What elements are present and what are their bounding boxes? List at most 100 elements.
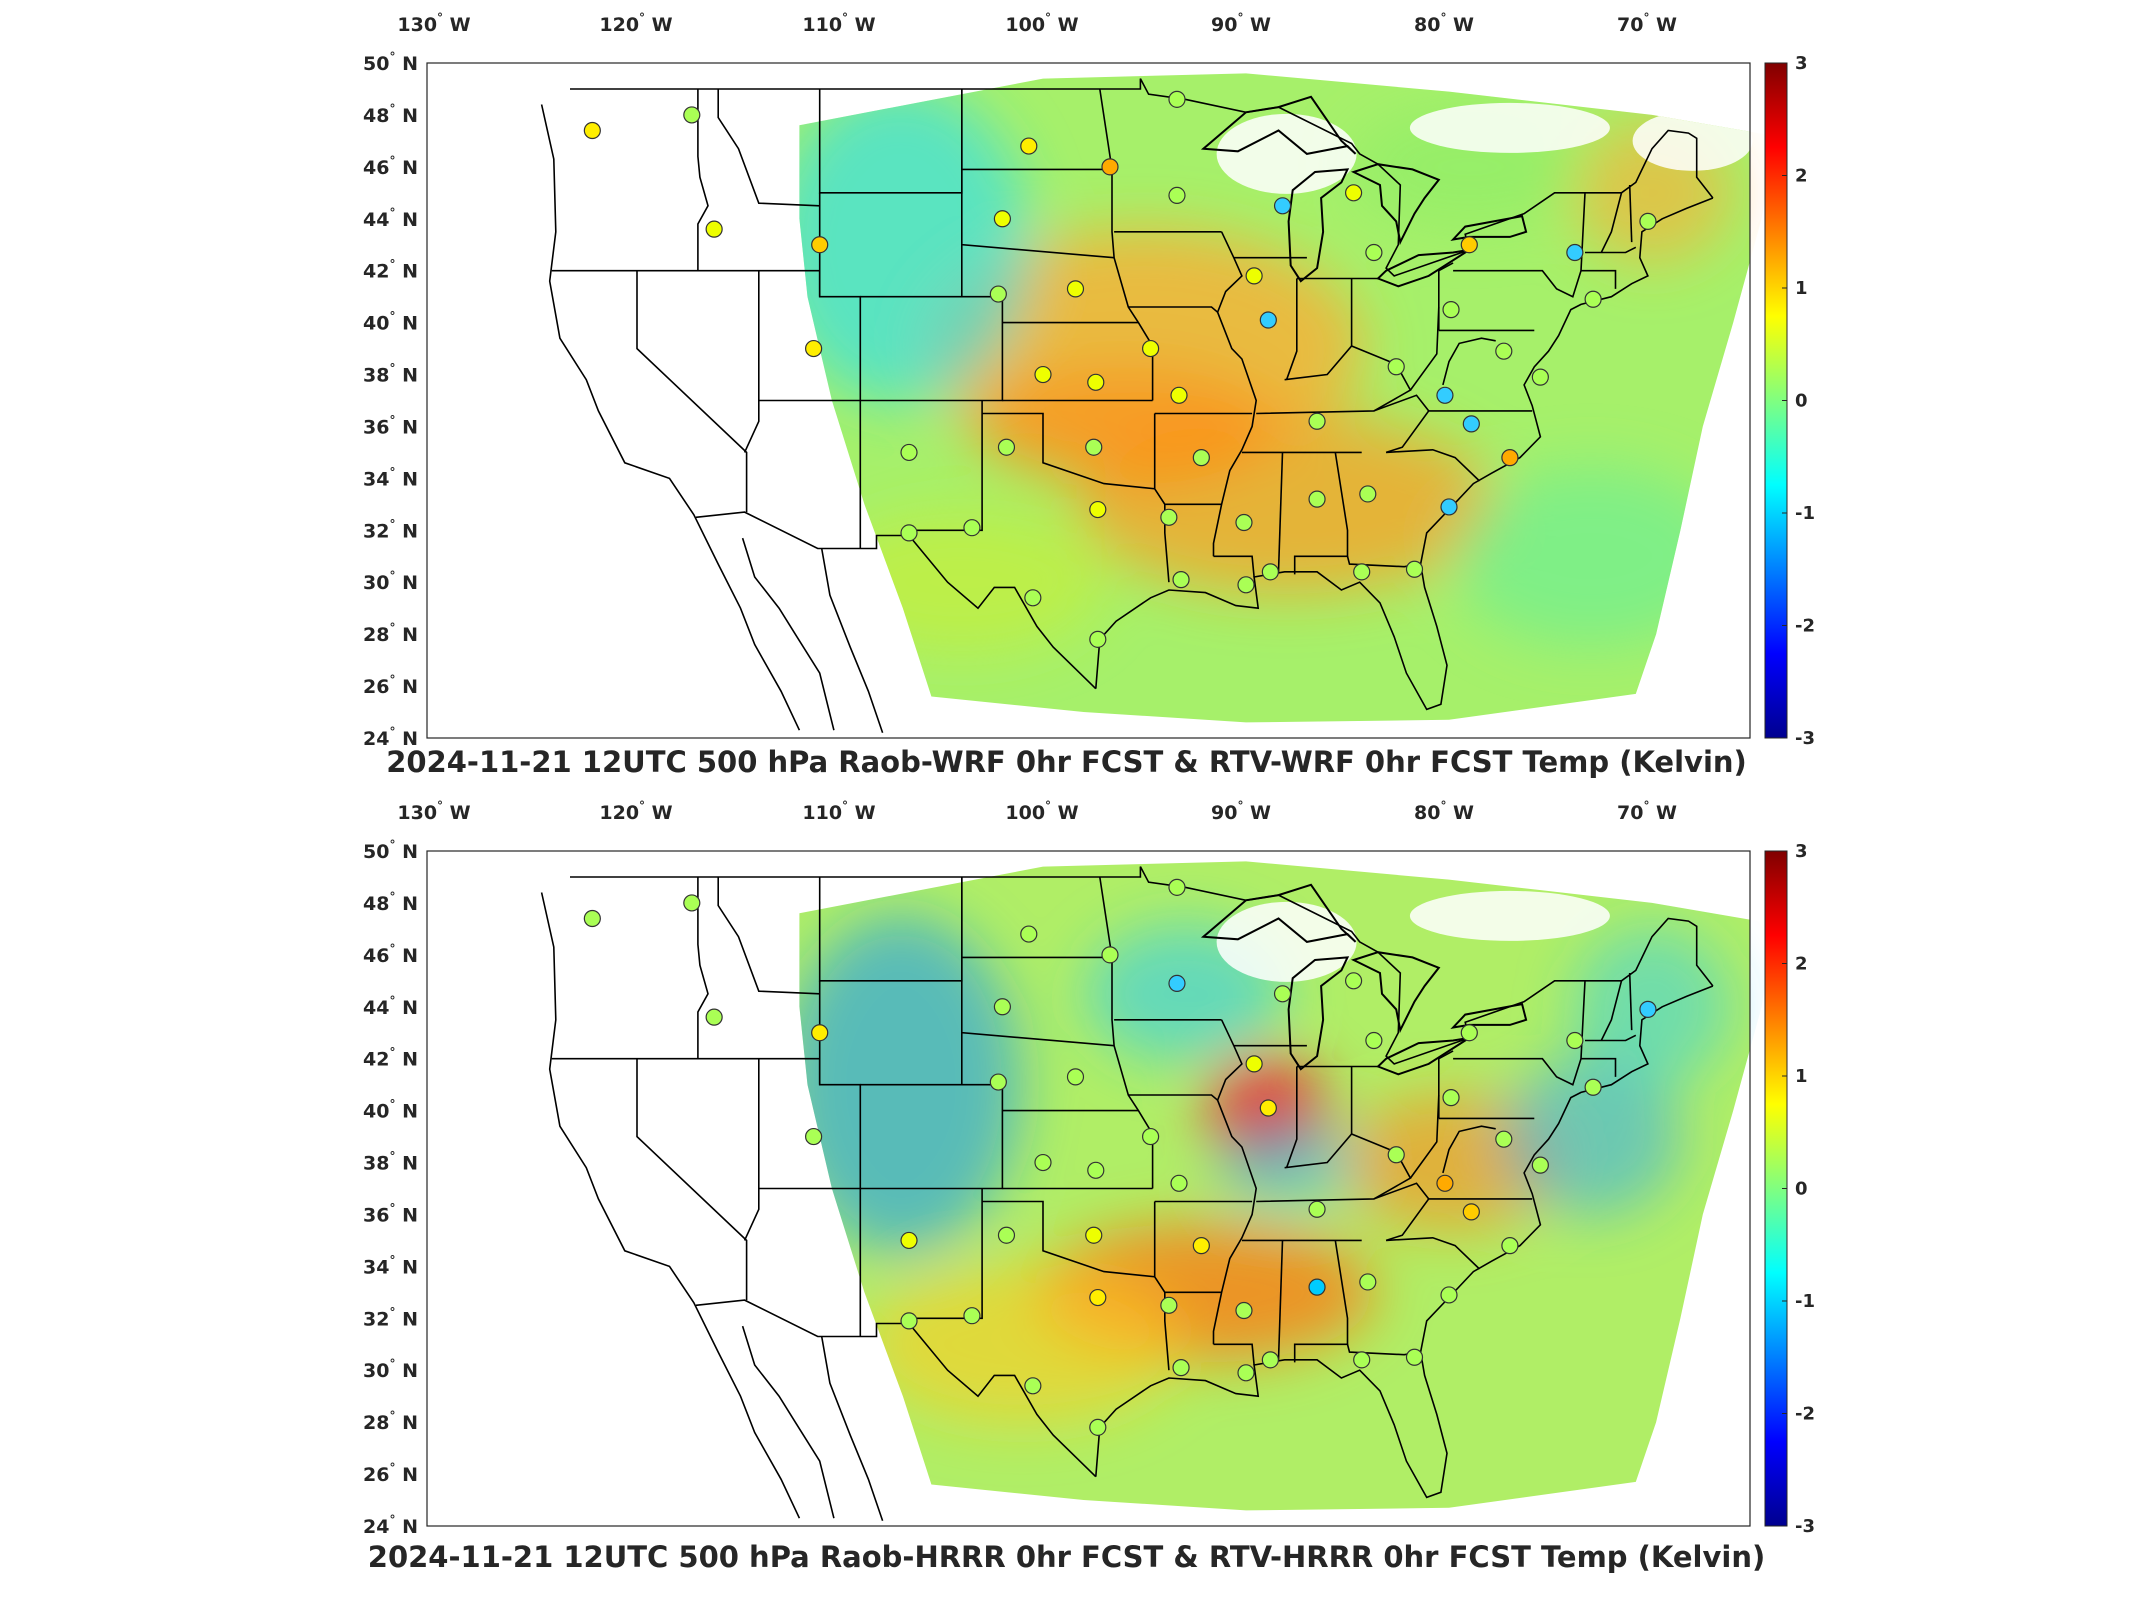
colorbar-tick-label: 2 <box>1795 954 1808 975</box>
raob-station-marker <box>1259 1099 1277 1117</box>
lon-tick-label: 70° W <box>1617 11 1677 36</box>
raob-station-marker <box>1192 449 1210 467</box>
raob-station-marker <box>997 438 1016 456</box>
raob-station-marker <box>900 1231 918 1250</box>
lat-tick-label: 36° N <box>363 413 418 438</box>
raob-station-marker <box>1261 563 1279 581</box>
longitude-axis: 130° W 120° W 110° W 100° W 90° W 80° W 70° W <box>397 11 1677 36</box>
panel-title: 2024-11-21 12UTC 500 hPa Raob-HRRR 0hr F… <box>367 1540 1766 1574</box>
raob-station-marker <box>1460 1024 1478 1042</box>
raob-station-marker <box>1344 184 1363 202</box>
lon-tick-label: 90° W <box>1211 799 1271 824</box>
raob-station-marker <box>1462 1203 1480 1221</box>
raob-station-marker <box>1141 1127 1160 1146</box>
lat-tick-label: 34° N <box>363 1253 418 1278</box>
raob-station-marker <box>1172 571 1190 589</box>
lat-tick-label: 50° N <box>363 838 418 863</box>
colorbar-tick-label: 0 <box>1795 391 1808 412</box>
plot-frame <box>426 62 1751 739</box>
colorbar: 3 2 1 0 -1 -2 -3 <box>1764 841 1815 1537</box>
raob-station-marker <box>1308 1278 1326 1296</box>
raob-station-marker <box>1172 1359 1190 1377</box>
lon-tick-label: 110° W <box>802 799 875 824</box>
raob-station-marker <box>1442 1089 1460 1107</box>
raob-station-marker <box>1192 1237 1210 1255</box>
lat-tick-label: 26° N <box>363 1461 418 1486</box>
raob-station-marker <box>963 1307 981 1325</box>
lat-tick-label: 42° N <box>363 1046 418 1071</box>
raob-station-marker <box>811 236 829 254</box>
raob-station-marker <box>1365 1031 1383 1050</box>
lat-tick-label: 26° N <box>363 673 418 698</box>
raob-station-marker <box>1436 386 1454 404</box>
lat-tick-label: 30° N <box>363 1357 418 1382</box>
colorbar-tick-label: 1 <box>1795 278 1808 299</box>
raob-station-marker <box>683 894 701 912</box>
lon-tick-label: 130° W <box>397 11 470 36</box>
raob-station-marker <box>900 443 918 462</box>
colorbar-tick-label: -3 <box>1795 1516 1815 1537</box>
colorbar-tick-label: -1 <box>1795 1291 1815 1312</box>
lat-tick-label: 34° N <box>363 465 418 490</box>
raob-station-marker <box>1405 1348 1424 1366</box>
raob-station-marker <box>1495 342 1513 360</box>
map-plot: 130° W 120° W 110° W 100° W 90° W 80° W 70° W 5… <box>363 799 1815 1538</box>
raob-station-marker <box>989 285 1007 303</box>
raob-station-marker <box>1020 925 1038 943</box>
lon-tick-label: 120° W <box>599 11 672 36</box>
lon-tick-label: 70° W <box>1617 799 1677 824</box>
lat-tick-label: 40° N <box>363 310 418 335</box>
raob-station-marker <box>1085 438 1103 456</box>
raob-station-marker <box>1141 339 1160 358</box>
raob-station-marker <box>1024 1377 1042 1395</box>
lon-tick-label: 120° W <box>599 799 672 824</box>
lat-tick-label: 48° N <box>363 102 418 127</box>
lat-tick-label: 36° N <box>363 1201 418 1226</box>
raob-station-marker <box>1639 212 1657 230</box>
raob-station-marker <box>1359 485 1377 503</box>
lat-tick-label: 46° N <box>363 942 418 967</box>
raob-station-marker <box>1034 1153 1052 1172</box>
panel-wrf: 130° W 120° W 110° W 100° W 90° W 80° W 70° W 5… <box>0 0 2133 790</box>
raob-station-marker <box>1066 280 1085 298</box>
lat-tick-label: 44° N <box>363 206 418 231</box>
raob-station-marker <box>1308 412 1326 430</box>
raob-station-marker <box>1531 368 1549 386</box>
colorbar-tick-label: 0 <box>1795 1179 1808 1200</box>
lat-tick-label: 50° N <box>363 50 418 75</box>
colorbar: 3 2 1 0 -1 -2 -3 <box>1764 53 1815 749</box>
lat-tick-label: 46° N <box>363 154 418 179</box>
raob-station-marker <box>1170 386 1188 404</box>
raob-station-marker <box>683 106 701 124</box>
raob-station-marker <box>1101 158 1119 176</box>
colorbar-tick-label: -2 <box>1795 616 1815 637</box>
lat-tick-label: 32° N <box>363 1305 418 1330</box>
raob-station-marker <box>1273 985 1292 1003</box>
raob-stations <box>583 878 1657 1436</box>
raob-station-marker <box>1353 1351 1371 1369</box>
raob-station-marker <box>1442 301 1460 319</box>
raob-station-marker <box>1387 358 1405 376</box>
panel-title: 2024-11-21 12UTC 500 hPa Raob-WRF 0hr FC… <box>386 745 1747 779</box>
raob-station-marker <box>1168 90 1186 108</box>
raob-station-marker <box>1259 311 1277 329</box>
raob-station-marker <box>1405 560 1424 578</box>
raob-station-marker <box>1501 1237 1519 1255</box>
colorbar-tick-label: 3 <box>1795 53 1808 74</box>
raob-station-marker <box>1235 513 1253 532</box>
raob-station-marker <box>1170 1174 1188 1192</box>
raob-station-marker <box>1353 563 1371 581</box>
lat-tick-label: 28° N <box>363 1409 418 1434</box>
raob-station-marker <box>1160 1296 1178 1314</box>
raob-station-marker <box>1087 1161 1105 1179</box>
raob-station-marker <box>1495 1130 1513 1148</box>
raob-station-marker <box>1308 1200 1326 1218</box>
raob-station-marker <box>1308 490 1326 508</box>
raob-station-marker <box>1273 197 1292 215</box>
colorbar-tick-label: -1 <box>1795 503 1815 524</box>
lat-tick-label: 44° N <box>363 994 418 1019</box>
lat-tick-label: 38° N <box>363 362 418 387</box>
raob-station-marker <box>1024 589 1042 607</box>
raob-station-marker <box>1168 186 1186 205</box>
map-borders <box>540 78 1714 734</box>
